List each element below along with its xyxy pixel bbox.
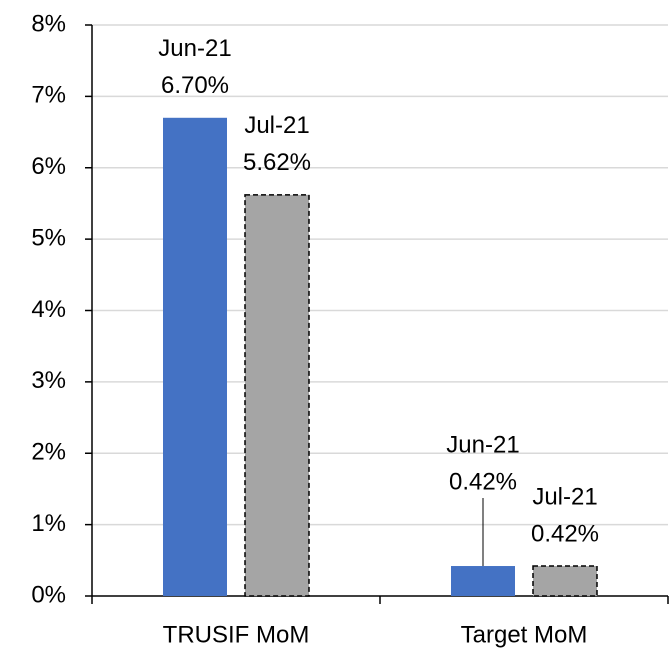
bar [451, 566, 515, 596]
data-label-value: 0.42% [449, 468, 517, 495]
y-tick-label: 0% [31, 581, 66, 608]
y-tick-label: 2% [31, 439, 66, 466]
y-tick-label: 3% [31, 367, 66, 394]
data-label-series: Jun-21 [158, 35, 231, 62]
bar [244, 194, 310, 597]
bar [163, 117, 227, 596]
y-tick-label: 1% [31, 510, 66, 537]
data-label-series: Jul-21 [532, 483, 597, 510]
x-tick-label: TRUSIF MoM [163, 621, 310, 648]
bar [532, 565, 598, 597]
x-tick-label: Target MoM [461, 621, 588, 648]
data-label-value: 6.70% [161, 72, 229, 99]
y-tick-label: 5% [31, 224, 66, 251]
data-label-value: 5.62% [243, 149, 311, 176]
data-label-series: Jun-21 [446, 431, 519, 458]
y-tick-label: 8% [31, 10, 66, 37]
data-label-value: 0.42% [531, 520, 599, 547]
y-tick-label: 4% [31, 296, 66, 323]
data-label-series: Jul-21 [244, 112, 309, 139]
y-tick-label: 7% [31, 82, 66, 109]
y-tick-label: 6% [31, 153, 66, 180]
